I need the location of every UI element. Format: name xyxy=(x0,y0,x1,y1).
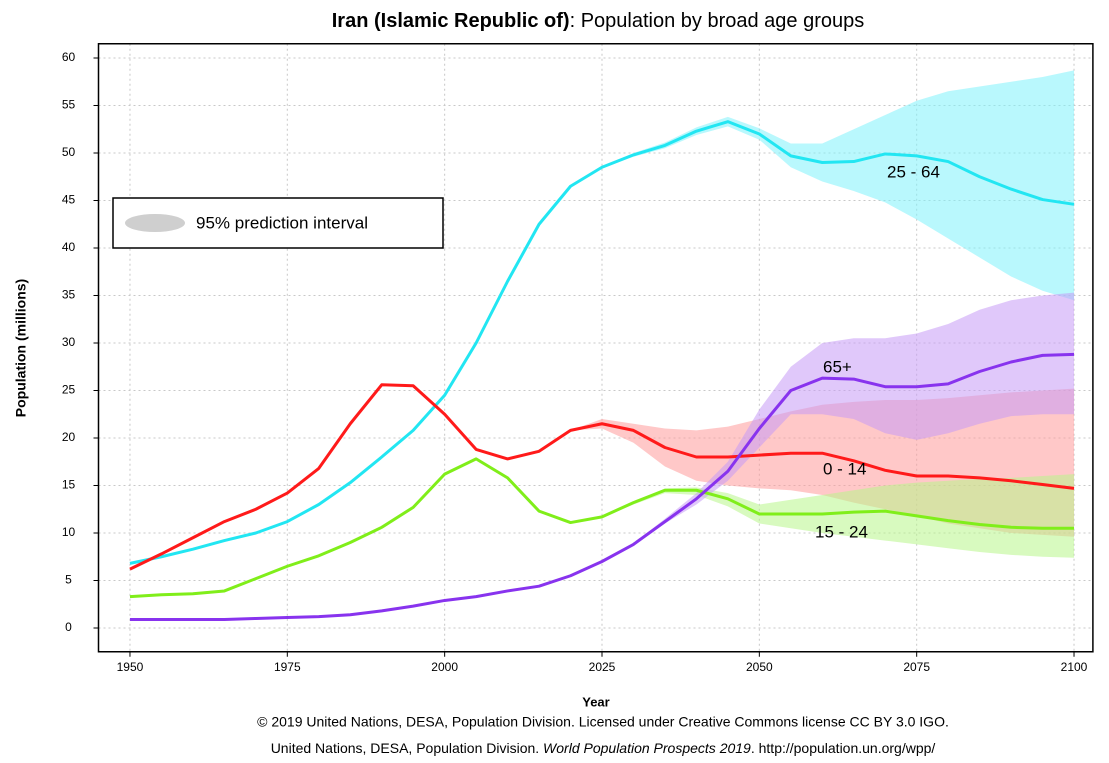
x-tick-label: 2100 xyxy=(1061,660,1088,674)
y-tick-label: 15 xyxy=(62,478,76,492)
x-tick-label: 1975 xyxy=(274,660,301,674)
series-line xyxy=(129,352,1075,621)
y-tick-label: 35 xyxy=(62,288,76,302)
chart-title: Iran (Islamic Republic of): Population b… xyxy=(332,10,865,32)
y-tick-label: 5 xyxy=(65,573,72,587)
y-tick-label: 0 xyxy=(65,620,72,634)
series-label: 0 - 14 xyxy=(823,459,866,478)
y-tick-label: 30 xyxy=(62,335,76,349)
note-italic: World Population Prospects 2019 xyxy=(543,740,751,756)
note-line: © 2019 United Nations, DESA, Population … xyxy=(257,714,949,730)
x-tick-label: 2025 xyxy=(589,660,616,674)
note-part: United Nations, DESA, Population Divisio… xyxy=(271,740,543,756)
x-tick-label: 2050 xyxy=(746,660,773,674)
x-tick-label: 1950 xyxy=(117,660,144,674)
x-tick-label: 2075 xyxy=(903,660,930,674)
y-tick-label: 40 xyxy=(62,240,76,254)
legend-label: 95% prediction interval xyxy=(196,213,368,232)
y-tick-label: 25 xyxy=(62,383,76,397)
y-tick-label: 10 xyxy=(62,525,76,539)
legend-swatch xyxy=(125,214,185,232)
series-label: 15 - 24 xyxy=(815,522,868,541)
title-rest: : Population by broad age groups xyxy=(570,10,865,32)
prediction-band xyxy=(570,70,1075,301)
series-line xyxy=(129,457,1075,599)
y-axis-label: Population (millions) xyxy=(13,279,29,417)
note-line: United Nations, DESA, Population Divisio… xyxy=(271,740,936,756)
y-tick-label: 20 xyxy=(62,430,76,444)
plot-frame xyxy=(97,43,1094,653)
y-tick-label: 60 xyxy=(62,50,76,64)
y-tick-label: 50 xyxy=(62,145,76,159)
x-tick-label: 2000 xyxy=(431,660,458,674)
series-line xyxy=(129,383,1075,571)
title-bold: Iran (Islamic Republic of) xyxy=(332,10,570,32)
series-label: 25 - 64 xyxy=(887,162,940,181)
series-label: 65+ xyxy=(823,357,852,376)
y-tick-label: 55 xyxy=(62,98,76,112)
y-tick-label: 45 xyxy=(62,193,76,207)
note-part: . http://population.un.org/wpp/ xyxy=(751,740,936,756)
series-line xyxy=(129,120,1075,565)
legend: 95% prediction interval xyxy=(112,197,444,249)
prediction-band xyxy=(570,292,1075,576)
x-axis-label: Year xyxy=(582,694,609,709)
